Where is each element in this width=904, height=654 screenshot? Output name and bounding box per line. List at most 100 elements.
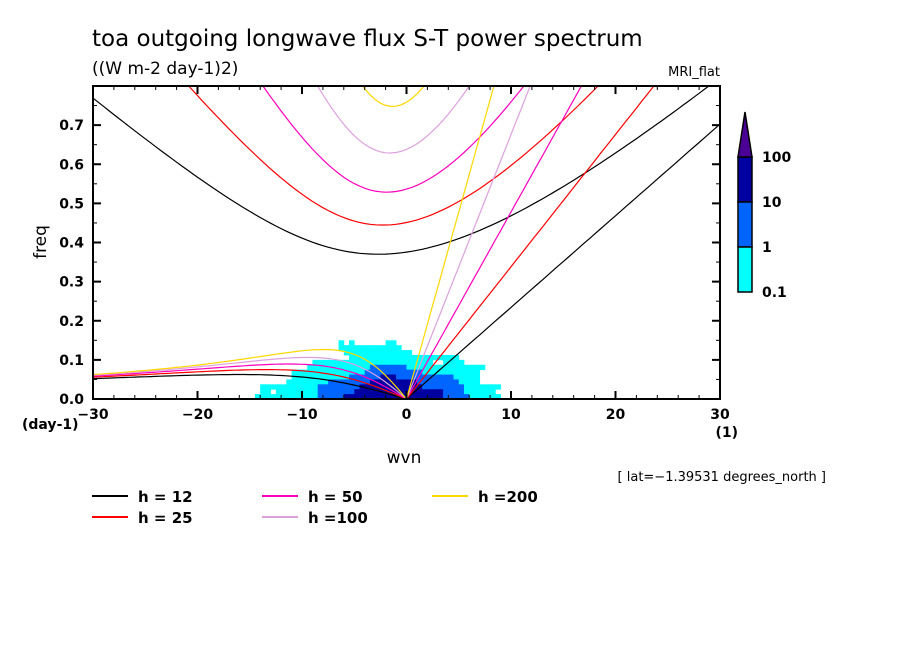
power-cell — [369, 369, 376, 375]
power-cell — [375, 350, 381, 356]
power-cell — [448, 374, 454, 380]
power-cell — [302, 394, 308, 400]
power-cell — [443, 394, 449, 400]
power-cell — [463, 389, 470, 395]
colorbar-extend-triangle — [737, 111, 753, 158]
power-cell — [369, 354, 376, 361]
power-cell — [390, 394, 397, 400]
colorbar-label: 0.1 — [762, 285, 787, 301]
x-tick-label: −10 — [286, 407, 317, 423]
power-cell — [401, 350, 407, 356]
power-cell — [401, 384, 407, 390]
power-cell — [380, 359, 387, 366]
power-cell — [302, 369, 308, 375]
legend-label: h = 25 — [138, 509, 193, 527]
power-cell — [495, 394, 501, 400]
power-cell — [453, 364, 460, 371]
power-cell — [411, 384, 418, 390]
power-cell — [369, 394, 376, 400]
power-cell — [437, 379, 444, 385]
power-cell — [281, 394, 287, 400]
power-cell — [448, 389, 454, 395]
legend-label: h =200 — [478, 488, 538, 506]
power-cell — [343, 369, 350, 375]
power-cell — [338, 394, 345, 400]
power-cell — [390, 350, 397, 356]
power-cell — [375, 394, 381, 400]
power-cell — [312, 379, 319, 385]
power-cell — [432, 384, 439, 390]
power-cell — [286, 389, 292, 395]
power-cell — [479, 389, 486, 395]
power-cell — [312, 394, 319, 400]
power-cell — [312, 389, 319, 395]
power-cell — [416, 374, 423, 380]
power-cell — [369, 379, 376, 385]
rossby-curve-h50 — [93, 363, 407, 399]
power-cell — [328, 384, 334, 390]
power-cell — [474, 374, 481, 380]
power-cell — [343, 345, 350, 351]
power-cell — [343, 394, 350, 400]
power-cell — [291, 379, 298, 385]
power-cell — [364, 369, 371, 375]
power-cell — [458, 374, 465, 380]
power-cell — [390, 384, 397, 390]
x-tick-labels: −30 −20 −10 0 10 20 30 — [77, 407, 730, 423]
power-cell — [375, 345, 381, 351]
power-cell — [453, 374, 460, 380]
power-cell — [302, 379, 308, 385]
power-cell — [453, 369, 460, 375]
rossby-curve-h100 — [93, 356, 407, 399]
power-cell — [474, 384, 481, 390]
power-cell — [375, 369, 381, 375]
power-cell — [427, 389, 434, 395]
power-cell — [312, 374, 319, 380]
power-cell — [448, 394, 454, 400]
latitude-annotation: [ lat=−1.39531 degrees_north ] — [618, 470, 826, 485]
power-cell — [432, 364, 439, 371]
power-cell — [411, 354, 418, 361]
kelvin-curve-h50 — [405, 86, 583, 399]
power-cell — [390, 374, 397, 380]
power-cell — [343, 350, 350, 356]
power-cell — [416, 354, 423, 361]
power-cell — [380, 364, 387, 371]
power-cell — [432, 369, 439, 375]
power-cell — [401, 379, 407, 385]
power-cell — [307, 379, 313, 385]
power-cell — [359, 389, 366, 395]
power-cell — [364, 389, 371, 395]
power-cell — [322, 384, 329, 390]
power-cell — [281, 384, 287, 390]
power-cell — [380, 369, 387, 375]
power-cell — [448, 359, 454, 366]
power-cell — [422, 384, 428, 390]
power-cell — [296, 384, 303, 390]
power-cell — [260, 389, 266, 395]
power-cell — [275, 394, 282, 400]
power-cell — [448, 379, 454, 385]
power-cell — [333, 384, 339, 390]
power-cell — [317, 384, 324, 390]
power-cell — [390, 345, 397, 351]
power-cell — [322, 374, 329, 380]
power-cell — [422, 364, 428, 371]
power-cell — [359, 369, 366, 375]
power-cell — [479, 384, 486, 390]
kelvin-curve-h200 — [405, 86, 495, 399]
power-cell — [474, 394, 481, 400]
y-tick-labels: 0.0 0.1 0.2 0.3 0.4 0.5 0.6 0.7 — [59, 118, 84, 408]
power-cell — [349, 394, 355, 400]
power-cell — [411, 364, 418, 371]
power-cell — [364, 345, 371, 351]
power-cell — [474, 369, 481, 375]
power-cell — [286, 394, 292, 400]
x-tick-label: 30 — [710, 407, 730, 423]
power-cell — [406, 354, 413, 361]
y-tick-label: 0.3 — [59, 275, 84, 291]
power-cell — [484, 389, 491, 395]
power-cell — [458, 384, 465, 390]
colorbar-segment — [737, 246, 753, 293]
power-cell — [364, 374, 371, 380]
